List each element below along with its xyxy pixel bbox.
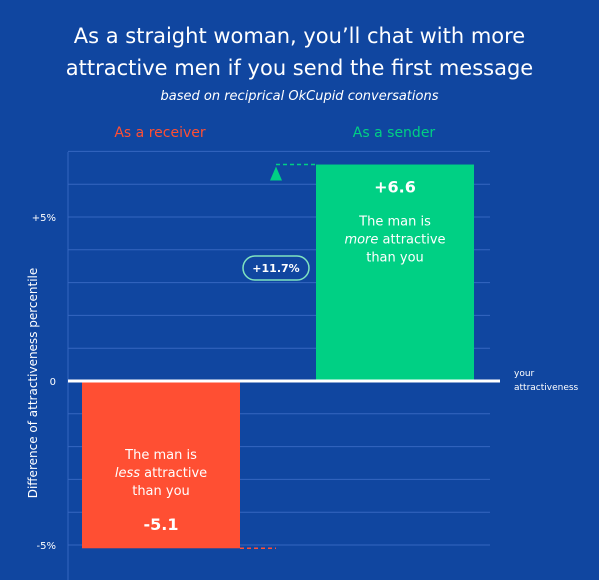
y-tick-label: -5%: [37, 541, 56, 552]
difference-label: +11.7%: [252, 262, 299, 275]
title-line-1: As a straight woman, you’ll chat with mo…: [73, 24, 526, 48]
zero-line-label: attractiveness: [514, 383, 579, 393]
category-label: As a sender: [353, 125, 436, 141]
y-axis-label: Difference of attractiveness percentile: [26, 268, 40, 499]
category-label: As a receiver: [114, 125, 206, 141]
bar: [316, 164, 474, 381]
bar-text: than you: [366, 251, 424, 266]
difference-badge: [242, 255, 310, 281]
chart-title: As a straight woman, you’ll chat with mo…: [0, 20, 599, 84]
bar: [82, 381, 240, 549]
y-tick-label: 0: [50, 377, 56, 388]
chart-subtitle: based on reciprical OkCupid conversation…: [160, 89, 439, 104]
bar-text: less attractive: [115, 466, 207, 481]
arrow-head: [270, 166, 282, 181]
value-label: -5.1: [144, 515, 179, 534]
zero-line-label: your: [514, 369, 535, 379]
bar-text: than you: [132, 484, 190, 499]
y-tick-label: +5%: [32, 213, 56, 224]
bar-text: more attractive: [344, 233, 445, 248]
bar-text: The man is: [358, 215, 431, 230]
bar-text: The man is: [124, 448, 197, 463]
title-line-2: attractive men if you send the first mes…: [65, 56, 534, 80]
value-label: +6.6: [374, 178, 416, 197]
